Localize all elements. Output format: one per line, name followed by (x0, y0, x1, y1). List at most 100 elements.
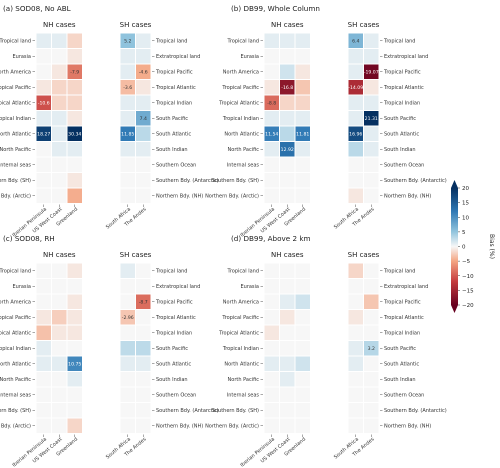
nh-cell (263, 187, 280, 204)
nh-cell (294, 63, 311, 80)
colorbar-tick-label: 5 (462, 230, 466, 236)
colorbar: 20 15 10 5 0 −5 −10 −15 −20 Bias (%) (451, 180, 495, 313)
row-label-left: Southern Bdy. (SH) (0, 408, 31, 414)
row-label-right: Tropical land (155, 269, 187, 275)
nh-cell (263, 79, 280, 96)
nh-cell (279, 386, 296, 403)
nh-cell (35, 48, 52, 65)
nh-cell (279, 402, 296, 419)
nh-cell (263, 32, 280, 49)
panel-title: (b) DB99, Whole Column (231, 4, 320, 13)
sh-cell (119, 293, 136, 310)
nh-cell (263, 340, 280, 357)
sh-cell (135, 48, 152, 65)
nh-cell (66, 324, 83, 341)
nh-cell (66, 262, 83, 279)
sh-cell (119, 340, 136, 357)
nh-cell (263, 293, 280, 310)
sh-cell (135, 324, 152, 341)
row-label-right: Northern Bdy. (NH) (156, 194, 203, 200)
nh-cell (263, 141, 280, 158)
row-label-left: Northern Bdy. (Arctic) (0, 424, 31, 430)
sh-cell (363, 402, 380, 419)
cell-value-label: 12.92 (281, 147, 294, 153)
sh-cell (347, 340, 364, 357)
panel-b: (b) DB99, Whole Column NH cases SH cases Tr… (205, 4, 447, 239)
nh-cell (51, 278, 68, 295)
nh-cell (51, 141, 68, 158)
row-label-left: Tropical Indian (0, 116, 31, 122)
nh-cell (294, 187, 311, 204)
nh-cell (35, 262, 52, 279)
sh-cell (119, 63, 136, 80)
sh-cell (347, 94, 364, 111)
nh-cell (51, 417, 68, 434)
row-label-left: Tropical Atlantic (218, 101, 259, 107)
nh-cell (294, 324, 311, 341)
cell-value-label: 11.81 (296, 132, 309, 138)
nh-cell (294, 110, 311, 127)
sh-title: SH cases (348, 21, 380, 29)
nh-cell (263, 417, 280, 434)
cell-value-label: -3.6 (123, 85, 132, 91)
sh-cell (363, 324, 380, 341)
cell-value-label: 7.4 (140, 116, 147, 122)
nh-cell (35, 402, 52, 419)
sh-cell (363, 355, 380, 372)
nh-cell (294, 278, 311, 295)
nh-cell (294, 48, 311, 65)
row-label-right: Extratropical land (156, 54, 200, 60)
row-label-right: Tropical Pacific (383, 70, 421, 76)
nh-cell (279, 262, 296, 279)
row-label-right: Extratropical land (384, 54, 428, 60)
row-label-left: Tropical Atlantic (0, 101, 31, 107)
row-label-right: Southern Bdy. (Antarctic) (156, 178, 219, 184)
sh-cell (135, 141, 152, 158)
row-label-left: Tropical land (0, 269, 31, 275)
row-label-left: North Atlantic (224, 362, 259, 368)
nh-cell (51, 156, 68, 173)
nh-cell (279, 293, 296, 310)
row-label-left: Tropical land (0, 39, 31, 45)
nh-cell (263, 48, 280, 65)
row-label-right: Southern Ocean (156, 393, 196, 399)
cell-value-label: 21.31 (365, 116, 378, 122)
row-label-left: Tropical Pacific (221, 315, 259, 321)
sh-cell (363, 386, 380, 403)
sh-title: SH cases (120, 21, 152, 29)
row-label-right: South Pacific (156, 116, 188, 122)
sh-cell (347, 386, 364, 403)
row-label-left: Tropical Pacific (0, 85, 31, 91)
nh-cell (51, 172, 68, 189)
row-label-left: Northern Bdy. (Arctic) (205, 194, 259, 200)
nh-cell (294, 402, 311, 419)
row-label-left: Internal seas (227, 393, 260, 399)
row-label-left: Northern Bdy. (Arctic) (205, 424, 259, 430)
nh-cell (279, 371, 296, 388)
nh-cell (294, 79, 311, 96)
nh-cell (279, 340, 296, 357)
nh-cell (263, 262, 280, 279)
sh-cell (135, 262, 152, 279)
sh-cell (347, 278, 364, 295)
nh-cell (279, 324, 296, 341)
nh-cell (294, 309, 311, 326)
sh-cell (347, 156, 364, 173)
nh-cell (263, 156, 280, 173)
sh-cell (119, 141, 136, 158)
cell-value-label: -4.6 (139, 70, 148, 76)
colorbar-tick-label: −5 (462, 259, 471, 265)
row-label-left: Tropical Indian (0, 346, 31, 352)
sh-cell (363, 371, 380, 388)
nh-cell (294, 293, 311, 310)
nh-cell (51, 262, 68, 279)
nh-cell (66, 309, 83, 326)
sh-cell (347, 309, 364, 326)
nh-cell (66, 386, 83, 403)
sh-cell (119, 371, 136, 388)
row-label-right: Tropical land (155, 39, 187, 45)
nh-cell (35, 172, 52, 189)
nh-cell (66, 371, 83, 388)
nh-cell (279, 172, 296, 189)
nh-cell (35, 156, 52, 173)
